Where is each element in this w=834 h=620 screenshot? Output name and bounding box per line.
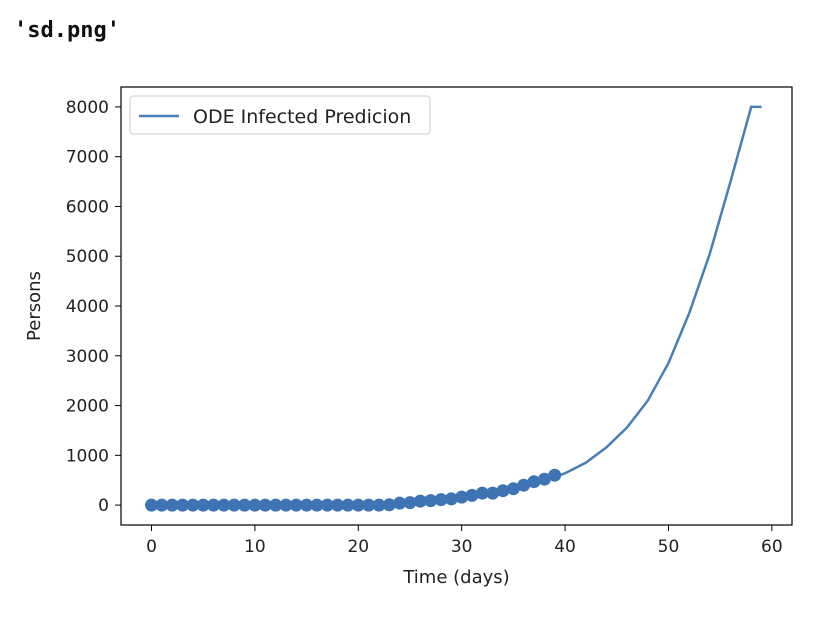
y-tick-label: 4000 xyxy=(66,297,109,317)
scatter-point xyxy=(238,498,252,512)
scatter-point xyxy=(269,498,283,512)
scatter-point xyxy=(331,498,345,512)
scatter-point xyxy=(465,488,479,502)
scatter-point xyxy=(351,498,365,512)
scatter-point xyxy=(382,498,396,512)
scatter-point xyxy=(155,498,169,512)
scatter-point xyxy=(300,498,314,512)
x-tick-label: 30 xyxy=(451,537,473,557)
x-axis-label: Time (days) xyxy=(402,567,509,588)
y-tick-label: 5000 xyxy=(66,247,109,267)
scatter-point xyxy=(372,498,386,512)
scatter-point xyxy=(506,482,520,496)
scatter-point xyxy=(176,498,189,512)
axes: 0 10 20 30 40 50 60 0 1000 2000 3000 4000 5000 6000 70… xyxy=(66,98,783,557)
series-line-ode-infected-prediction xyxy=(151,105,762,507)
scatter-point xyxy=(548,468,562,482)
scatter-point xyxy=(444,492,458,506)
cell-output-text: 'sd.png' xyxy=(14,18,120,43)
legend: ODE Infected Predicion xyxy=(129,95,431,135)
scatter-point xyxy=(227,498,241,512)
x-tick-label: 50 xyxy=(658,537,680,557)
scatter-point xyxy=(320,498,334,512)
y-tick-label: 1000 xyxy=(66,446,109,466)
scatter-point xyxy=(217,498,231,512)
scatter-point xyxy=(527,475,541,489)
x-tick-label: 60 xyxy=(761,537,783,557)
x-tick-label: 0 xyxy=(146,537,157,557)
scatter-point xyxy=(248,498,262,512)
y-tick-label: 6000 xyxy=(66,197,109,217)
legend-box xyxy=(129,95,431,135)
scatter-point xyxy=(517,478,531,492)
x-tick-label: 10 xyxy=(244,537,266,557)
y-tick-label: 0 xyxy=(98,496,109,516)
scatter-point xyxy=(486,486,500,500)
scatter-point xyxy=(258,498,272,512)
scatter-point xyxy=(289,498,303,512)
scatter-point xyxy=(165,498,179,512)
y-tick-label: 8000 xyxy=(66,98,109,118)
scatter-point xyxy=(310,498,324,512)
scatter-point xyxy=(279,498,293,512)
scatter-point xyxy=(145,498,158,512)
scatter-point xyxy=(455,490,469,504)
y-axis-label: Persons xyxy=(24,271,45,341)
y-tick-label: 2000 xyxy=(66,397,109,417)
y-tick-label: 7000 xyxy=(66,148,109,168)
y-tick-label: 3000 xyxy=(66,347,109,367)
scatter-point xyxy=(537,472,551,486)
scatter-point xyxy=(434,493,448,507)
scatter-point xyxy=(196,498,210,512)
scatter-point xyxy=(393,496,407,510)
scatter-point xyxy=(496,484,510,498)
x-tick-label: 20 xyxy=(347,537,369,557)
scatter-point xyxy=(413,494,427,508)
scatter-point xyxy=(207,498,220,512)
plot-marks xyxy=(145,105,762,512)
scatter-point xyxy=(362,498,376,512)
legend-entry-label: ODE Infected Predicion xyxy=(193,106,411,128)
scatter-point xyxy=(341,498,355,512)
scatter-point xyxy=(424,494,438,508)
scatter-point xyxy=(475,486,489,500)
scatter-point xyxy=(186,498,200,512)
scatter-point xyxy=(403,496,417,510)
x-tick-label: 40 xyxy=(554,537,576,557)
